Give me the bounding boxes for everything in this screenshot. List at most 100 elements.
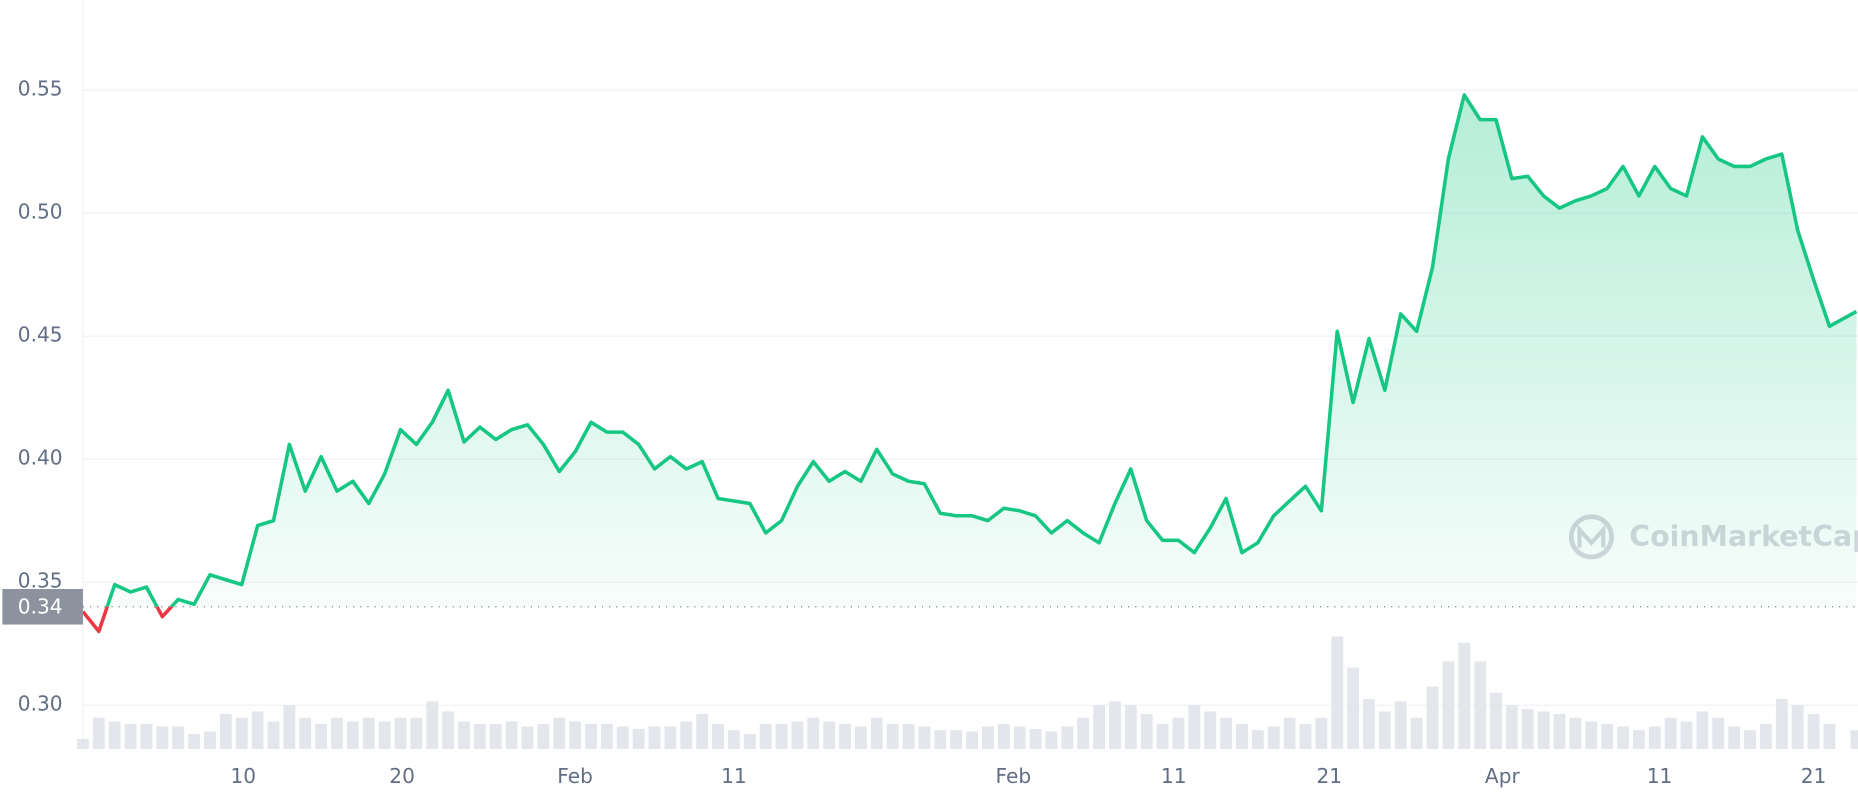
volume-bar: [362, 717, 375, 749]
reference-label-box: [2, 588, 83, 625]
volume-bar: [1410, 717, 1423, 749]
volume-bar: [1617, 726, 1629, 749]
volume-bar: [902, 723, 915, 749]
volume-bar: [1029, 728, 1042, 749]
volume-bar: [1744, 730, 1756, 749]
volume-bar: [680, 721, 693, 749]
volume-bar: [1442, 661, 1455, 749]
volume-bar: [537, 723, 550, 749]
volume-bar: [505, 721, 518, 749]
volume-bar: [1553, 713, 1566, 749]
volume-bar: [664, 726, 677, 749]
volume-bar: [77, 738, 89, 749]
volume-bar: [410, 717, 423, 749]
volume-bar: [1426, 686, 1439, 749]
price-area: [107, 94, 1857, 607]
volume-bar: [1680, 721, 1693, 749]
volume-bar: [1124, 705, 1137, 749]
volume-bar: [1585, 721, 1598, 749]
volume-bar: [1172, 717, 1185, 749]
volume-bar: [1061, 726, 1074, 749]
y-tick-label: 0.30: [18, 692, 63, 716]
x-tick-label: Feb: [557, 764, 593, 788]
volume-bar: [1458, 642, 1471, 749]
volume-bar: [1850, 730, 1858, 749]
x-tick-label: Apr: [1485, 764, 1521, 788]
volume-bar: [759, 723, 772, 749]
volume-bars: [77, 636, 1858, 749]
volume-bar: [934, 730, 947, 749]
volume-bar: [283, 705, 296, 749]
volume-bar: [394, 717, 407, 749]
volume-bar: [521, 726, 534, 749]
volume-bar: [1204, 711, 1217, 749]
volume-bar: [1474, 661, 1487, 749]
volume-bar: [1537, 711, 1550, 749]
watermark: CoinMarketCap: [1568, 514, 1858, 560]
volume-bar: [648, 726, 661, 749]
volume-bar: [156, 726, 169, 749]
volume-bar: [204, 731, 216, 749]
volume-bar: [92, 717, 105, 749]
volume-bar: [1490, 692, 1502, 749]
reference-label: 0.34: [18, 594, 63, 618]
volume-bar: [870, 717, 883, 749]
volume-bar: [712, 723, 724, 749]
volume-bar: [585, 723, 597, 749]
volume-bar: [696, 713, 709, 749]
watermark-logo: [1568, 514, 1614, 560]
volume-bar: [1331, 636, 1344, 749]
volume-bar: [1093, 705, 1106, 749]
volume-bar: [1696, 711, 1709, 749]
y-tick-label: 0.55: [18, 77, 63, 101]
x-tick-label: 11: [721, 764, 747, 788]
volume-bar: [346, 721, 359, 749]
volume-bar: [1569, 717, 1582, 749]
volume-bar: [553, 717, 566, 749]
volume-bar: [426, 701, 439, 749]
volume-bar: [1363, 698, 1375, 749]
volume-bar: [1283, 717, 1296, 749]
volume-bar: [1188, 705, 1201, 749]
volume-bar: [966, 731, 978, 749]
volume-bar: [299, 717, 312, 749]
volume-bar: [839, 723, 851, 749]
volume-bar: [331, 717, 343, 749]
volume-bar: [442, 711, 455, 749]
volume-bar: [1807, 713, 1820, 749]
volume-bar: [124, 723, 137, 749]
volume-bar: [1077, 717, 1090, 749]
volume-bar: [1267, 726, 1280, 749]
volume-bar: [918, 726, 931, 749]
x-tick-label: 21: [1801, 764, 1827, 788]
volume-bar: [140, 723, 153, 749]
volume-bar: [854, 726, 867, 749]
volume-bar: [1791, 705, 1804, 749]
volume-bar: [458, 721, 470, 749]
volume-bar: [1775, 698, 1788, 749]
volume-bar: [1521, 708, 1534, 749]
volume-bar: [791, 721, 804, 749]
volume-bar: [1299, 723, 1312, 749]
volume-bar: [219, 713, 232, 749]
volume-bar: [997, 723, 1010, 749]
y-tick-label: 0.50: [18, 200, 63, 224]
volume-bar: [569, 721, 582, 749]
volume-bar: [600, 723, 613, 749]
volume-bar: [251, 711, 264, 749]
plot: [81, 93, 1858, 634]
volume-bar: [1140, 713, 1153, 749]
volume-bar: [188, 733, 201, 749]
x-tick-label: 11: [1161, 764, 1187, 788]
volume-bar: [378, 721, 391, 749]
volume-bar: [727, 730, 740, 749]
x-tick-label: 21: [1316, 764, 1342, 788]
y-tick-label: 0.45: [18, 323, 63, 347]
volume-bar: [1220, 717, 1233, 749]
volume-bar: [1632, 730, 1645, 749]
x-tick-label: 10: [230, 764, 256, 788]
volume-bar: [1236, 723, 1248, 749]
volume-bar: [982, 726, 994, 749]
volume-bar: [1378, 711, 1391, 749]
